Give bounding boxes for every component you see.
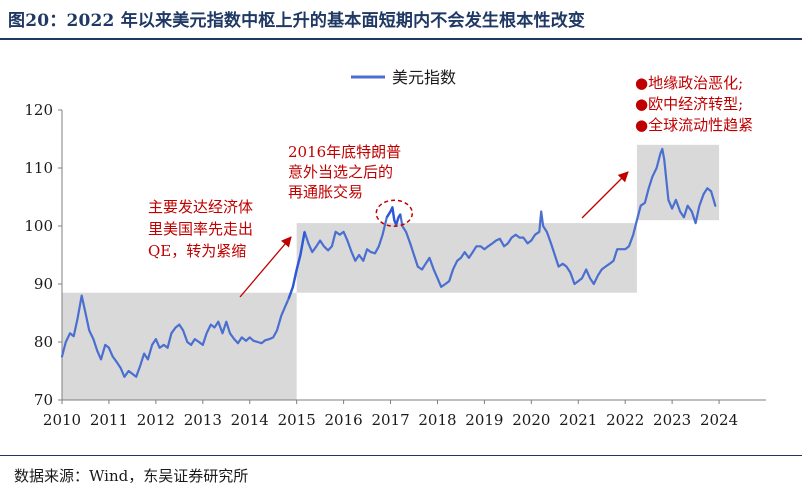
x-tick-label: 2017 (371, 411, 409, 429)
x-tick-label: 2014 (231, 411, 269, 429)
source-rule (0, 455, 802, 456)
x-tick-label: 2012 (137, 411, 175, 429)
title-rule (0, 38, 802, 40)
series-layer (60, 147, 717, 378)
series-highlight-2015 (287, 231, 306, 299)
x-tick-label: 2024 (700, 411, 738, 429)
zones-layer (62, 144, 720, 400)
legend-label: 美元指数 (392, 68, 456, 87)
x-tick-label: 2018 (418, 411, 456, 429)
annotation-qe-line: QE，转为紧缩 (148, 242, 246, 260)
x-tick-label: 2010 (43, 411, 81, 429)
x-tick-label: 2021 (559, 411, 597, 429)
x-tick-label: 2016 (325, 411, 363, 429)
x-tick-label: 2019 (465, 411, 503, 429)
source-note: 数据来源：Wind，东吴证券研究所 (14, 467, 249, 485)
peak-highlight-circle (375, 199, 414, 227)
x-tick-label: 2023 (653, 411, 691, 429)
series-highlight-2017 (385, 206, 402, 226)
y-tick-label: 100 (24, 217, 53, 235)
x-tick-label: 2020 (512, 411, 550, 429)
annotation-trump-line: 2016年底特朗普 (288, 143, 401, 161)
axes-layer: 70 80 90 100 110 120 2010 2011 2012 2013 2014 2015 2… (24, 101, 766, 429)
annotation-qe-line: 里美国率先走出 (148, 220, 253, 238)
x-tick-label: 2015 (278, 411, 316, 429)
dollar-index-chart: 70 80 90 100 110 120 2010 2011 2012 2013 2014 2015 2… (24, 68, 766, 429)
annotation-trump-line: 再通胀交易 (288, 183, 363, 201)
arrow-qe (239, 236, 292, 298)
y-tick-label: 70 (34, 391, 53, 409)
y-tick-label: 90 (34, 275, 53, 293)
zone-box-1 (62, 292, 297, 400)
x-tick-label: 2022 (606, 411, 644, 429)
annotation-factors-line: ●欧中经济转型; (635, 95, 743, 113)
y-tick-label: 80 (34, 333, 53, 351)
arrow-factors (581, 171, 629, 219)
x-tick-label: 2011 (90, 411, 128, 429)
y-tick-label: 120 (24, 101, 53, 119)
y-tick-label: 110 (24, 159, 53, 177)
annotation-qe-line: 主要发达经济体 (148, 198, 253, 216)
zone-box-2 (296, 223, 637, 293)
annotation-trump-line: 意外当选之后的 (288, 163, 393, 181)
x-tick-label: 2013 (184, 411, 222, 429)
figure-title: 图20：2022 年以来美元指数中枢上升的基本面短期内不会发生根本性改变 (8, 11, 586, 31)
legend: 美元指数 (351, 68, 456, 87)
annotation-factors-line: ●全球流动性趋紧 (635, 116, 753, 134)
annotation-factors-line: ●地缘政治恶化; (635, 74, 743, 92)
